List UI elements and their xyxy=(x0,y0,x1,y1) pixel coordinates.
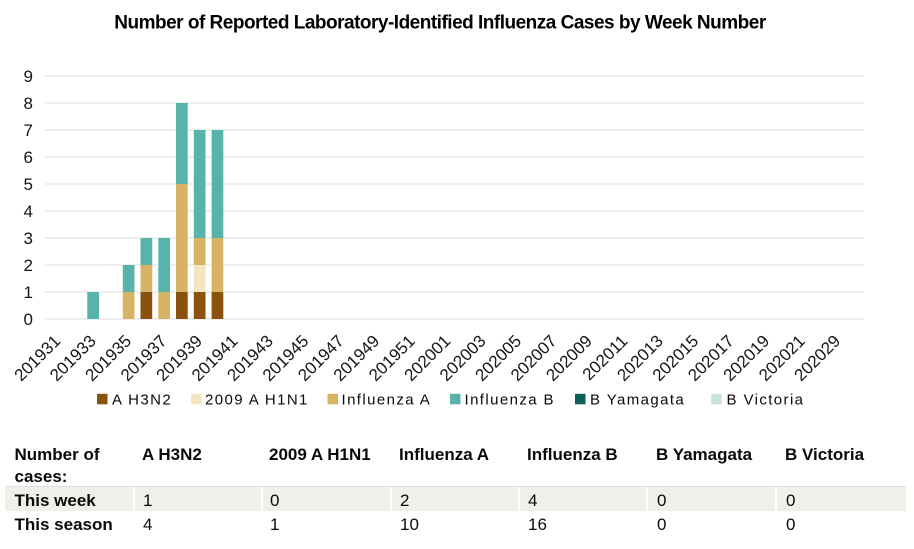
svg-text:0: 0 xyxy=(24,310,33,329)
svg-text:Number of Reported Laboratory-: Number of Reported Laboratory-Identified… xyxy=(114,13,767,34)
svg-text:5: 5 xyxy=(24,175,33,194)
svg-text:3: 3 xyxy=(24,229,33,248)
svg-text:Influenza A: Influenza A xyxy=(342,392,432,409)
svg-text:1: 1 xyxy=(24,283,33,302)
svg-text:Influenza B: Influenza B xyxy=(465,392,555,409)
svg-text:A H3N2: A H3N2 xyxy=(112,392,172,409)
svg-text:2009 A H1N1: 2009 A H1N1 xyxy=(205,392,309,409)
svg-text:2: 2 xyxy=(24,256,33,275)
svg-text:4: 4 xyxy=(24,202,33,221)
svg-text:9: 9 xyxy=(24,67,33,86)
svg-text:8: 8 xyxy=(24,94,33,113)
svg-text:6: 6 xyxy=(24,148,33,167)
svg-text:7: 7 xyxy=(24,121,33,140)
svg-text:B Yamagata: B Yamagata xyxy=(590,392,685,409)
svg-text:B Victoria: B Victoria xyxy=(727,392,805,409)
